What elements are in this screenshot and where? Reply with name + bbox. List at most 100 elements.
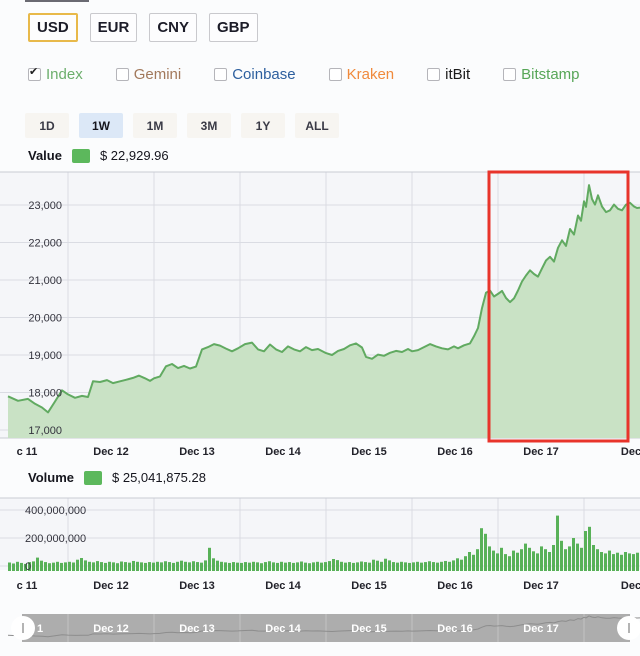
volume-bar	[12, 563, 15, 571]
volume-bar	[328, 561, 331, 571]
index-checkbox[interactable]: ✔	[28, 66, 41, 81]
currency-tab-usd[interactable]: USD	[28, 13, 78, 42]
volume-bar	[516, 552, 519, 571]
volume-bar	[52, 562, 55, 571]
volume-bar	[180, 560, 183, 571]
volume-bar	[76, 559, 79, 571]
volume-bar	[308, 563, 311, 571]
currency-tab-eur[interactable]: EUR	[89, 13, 138, 42]
volume-bar	[384, 558, 387, 571]
filter-itbit[interactable]: itBit	[427, 66, 470, 83]
volume-xtick-label: Dec 16	[437, 580, 472, 592]
range-tab-1y[interactable]: 1Y	[241, 113, 285, 138]
volume-bar	[36, 557, 39, 571]
volume-bar	[512, 550, 515, 571]
volume-legend: Volume $ 25,041,875.28	[28, 470, 206, 485]
volume-bar	[520, 549, 523, 571]
filter-gemini[interactable]: Gemini	[115, 66, 182, 83]
bitstamp-checkbox[interactable]	[503, 68, 517, 81]
volume-bar	[168, 562, 171, 571]
navigator-day-label: Dec 17	[523, 623, 558, 635]
volume-series-swatch	[84, 470, 102, 485]
range-tab-3m[interactable]: 3M	[187, 113, 231, 138]
range-tab-1m[interactable]: 1M	[133, 113, 177, 138]
exchange-filter-bar: ✔ Index Gemini Coinbase Kraken itBit Bit…	[28, 66, 580, 83]
price-xtick-label: Dec 16	[437, 446, 472, 458]
volume-bar	[324, 562, 327, 571]
filter-coinbase[interactable]: Coinbase	[214, 66, 296, 83]
price-xtick-label: Dec	[621, 446, 640, 458]
volume-bar	[616, 552, 619, 571]
price-xtick-label: Dec 14	[265, 446, 301, 458]
volume-bar	[600, 552, 603, 571]
red-highlight-annotation	[487, 170, 630, 443]
volume-bar	[508, 556, 511, 571]
volume-bar	[196, 562, 199, 571]
volume-bar	[628, 553, 631, 571]
price-ytick-label: 17,000	[28, 425, 62, 437]
volume-bar	[340, 561, 343, 571]
filter-bitstamp[interactable]: Bitstamp	[503, 66, 580, 83]
volume-bar	[264, 562, 267, 571]
volume-bar	[176, 561, 179, 571]
gemini-checkbox[interactable]	[115, 68, 129, 81]
volume-bar	[524, 543, 527, 571]
volume-bar	[372, 559, 375, 571]
volume-xtick-label: Dec 17	[523, 580, 558, 592]
volume-bar	[8, 562, 11, 571]
volume-bar	[356, 562, 359, 571]
volume-bar	[448, 561, 451, 571]
range-navigator: 1 Dec 12 Dec 13 Dec 14 Dec 15 Dec 16 Dec 17	[7, 614, 640, 642]
volume-bar	[636, 552, 639, 571]
volume-bar	[16, 561, 19, 571]
volume-bar	[420, 562, 423, 571]
volume-xtick-label: Dec 14	[265, 580, 301, 592]
price-xtick-label: c 11	[17, 446, 38, 458]
price-ytick-label: 20,000	[28, 313, 62, 325]
coinbase-checkbox[interactable]	[214, 68, 228, 81]
range-tab-1w[interactable]: 1W	[79, 113, 123, 138]
kraken-checkbox[interactable]	[328, 68, 342, 81]
price-xtick-label: Dec 15	[351, 446, 386, 458]
volume-bar	[332, 559, 335, 571]
itbit-checkbox[interactable]	[427, 68, 441, 81]
volume-bar	[336, 560, 339, 571]
volume-bar	[236, 562, 239, 571]
volume-bar	[44, 562, 47, 571]
volume-bar	[472, 554, 475, 571]
volume-bar	[376, 560, 379, 571]
volume-bar	[104, 562, 107, 571]
volume-bar	[216, 560, 219, 571]
currency-tab-gbp[interactable]: GBP	[209, 13, 258, 42]
range-tab-all[interactable]: ALL	[295, 113, 339, 138]
volume-bar	[112, 562, 115, 571]
price-ytick-label: 18,000	[28, 388, 62, 400]
volume-bar	[172, 562, 175, 571]
currency-tab-cny[interactable]: CNY	[149, 13, 198, 42]
volume-bar	[160, 562, 163, 571]
volume-bar	[536, 553, 539, 571]
price-ytick-label: 19,000	[28, 350, 62, 362]
value-legend: Value $ 22,929.96	[28, 148, 169, 163]
volume-bar	[72, 562, 75, 571]
filter-index[interactable]: ✔ Index	[28, 66, 83, 83]
navigator-day-label: Dec 15	[351, 623, 386, 635]
volume-bar	[312, 562, 315, 571]
volume-bar	[192, 561, 195, 571]
filter-label: Gemini	[133, 66, 182, 83]
filter-kraken[interactable]: Kraken	[328, 66, 394, 83]
volume-bar	[576, 543, 579, 571]
range-tab-1d[interactable]: 1D	[25, 113, 69, 138]
volume-bar	[56, 561, 59, 571]
volume-bar	[540, 546, 543, 571]
volume-bar	[32, 561, 35, 571]
volume-bar	[380, 561, 383, 571]
navigator-day-label: Dec 14	[265, 623, 301, 635]
volume-bar	[584, 531, 587, 571]
volume-bar	[624, 552, 627, 571]
volume-bar	[348, 562, 351, 571]
value-label: Value	[28, 148, 62, 163]
volume-bar	[564, 549, 567, 571]
volume-bar	[268, 561, 271, 571]
volume-bar	[84, 560, 87, 571]
